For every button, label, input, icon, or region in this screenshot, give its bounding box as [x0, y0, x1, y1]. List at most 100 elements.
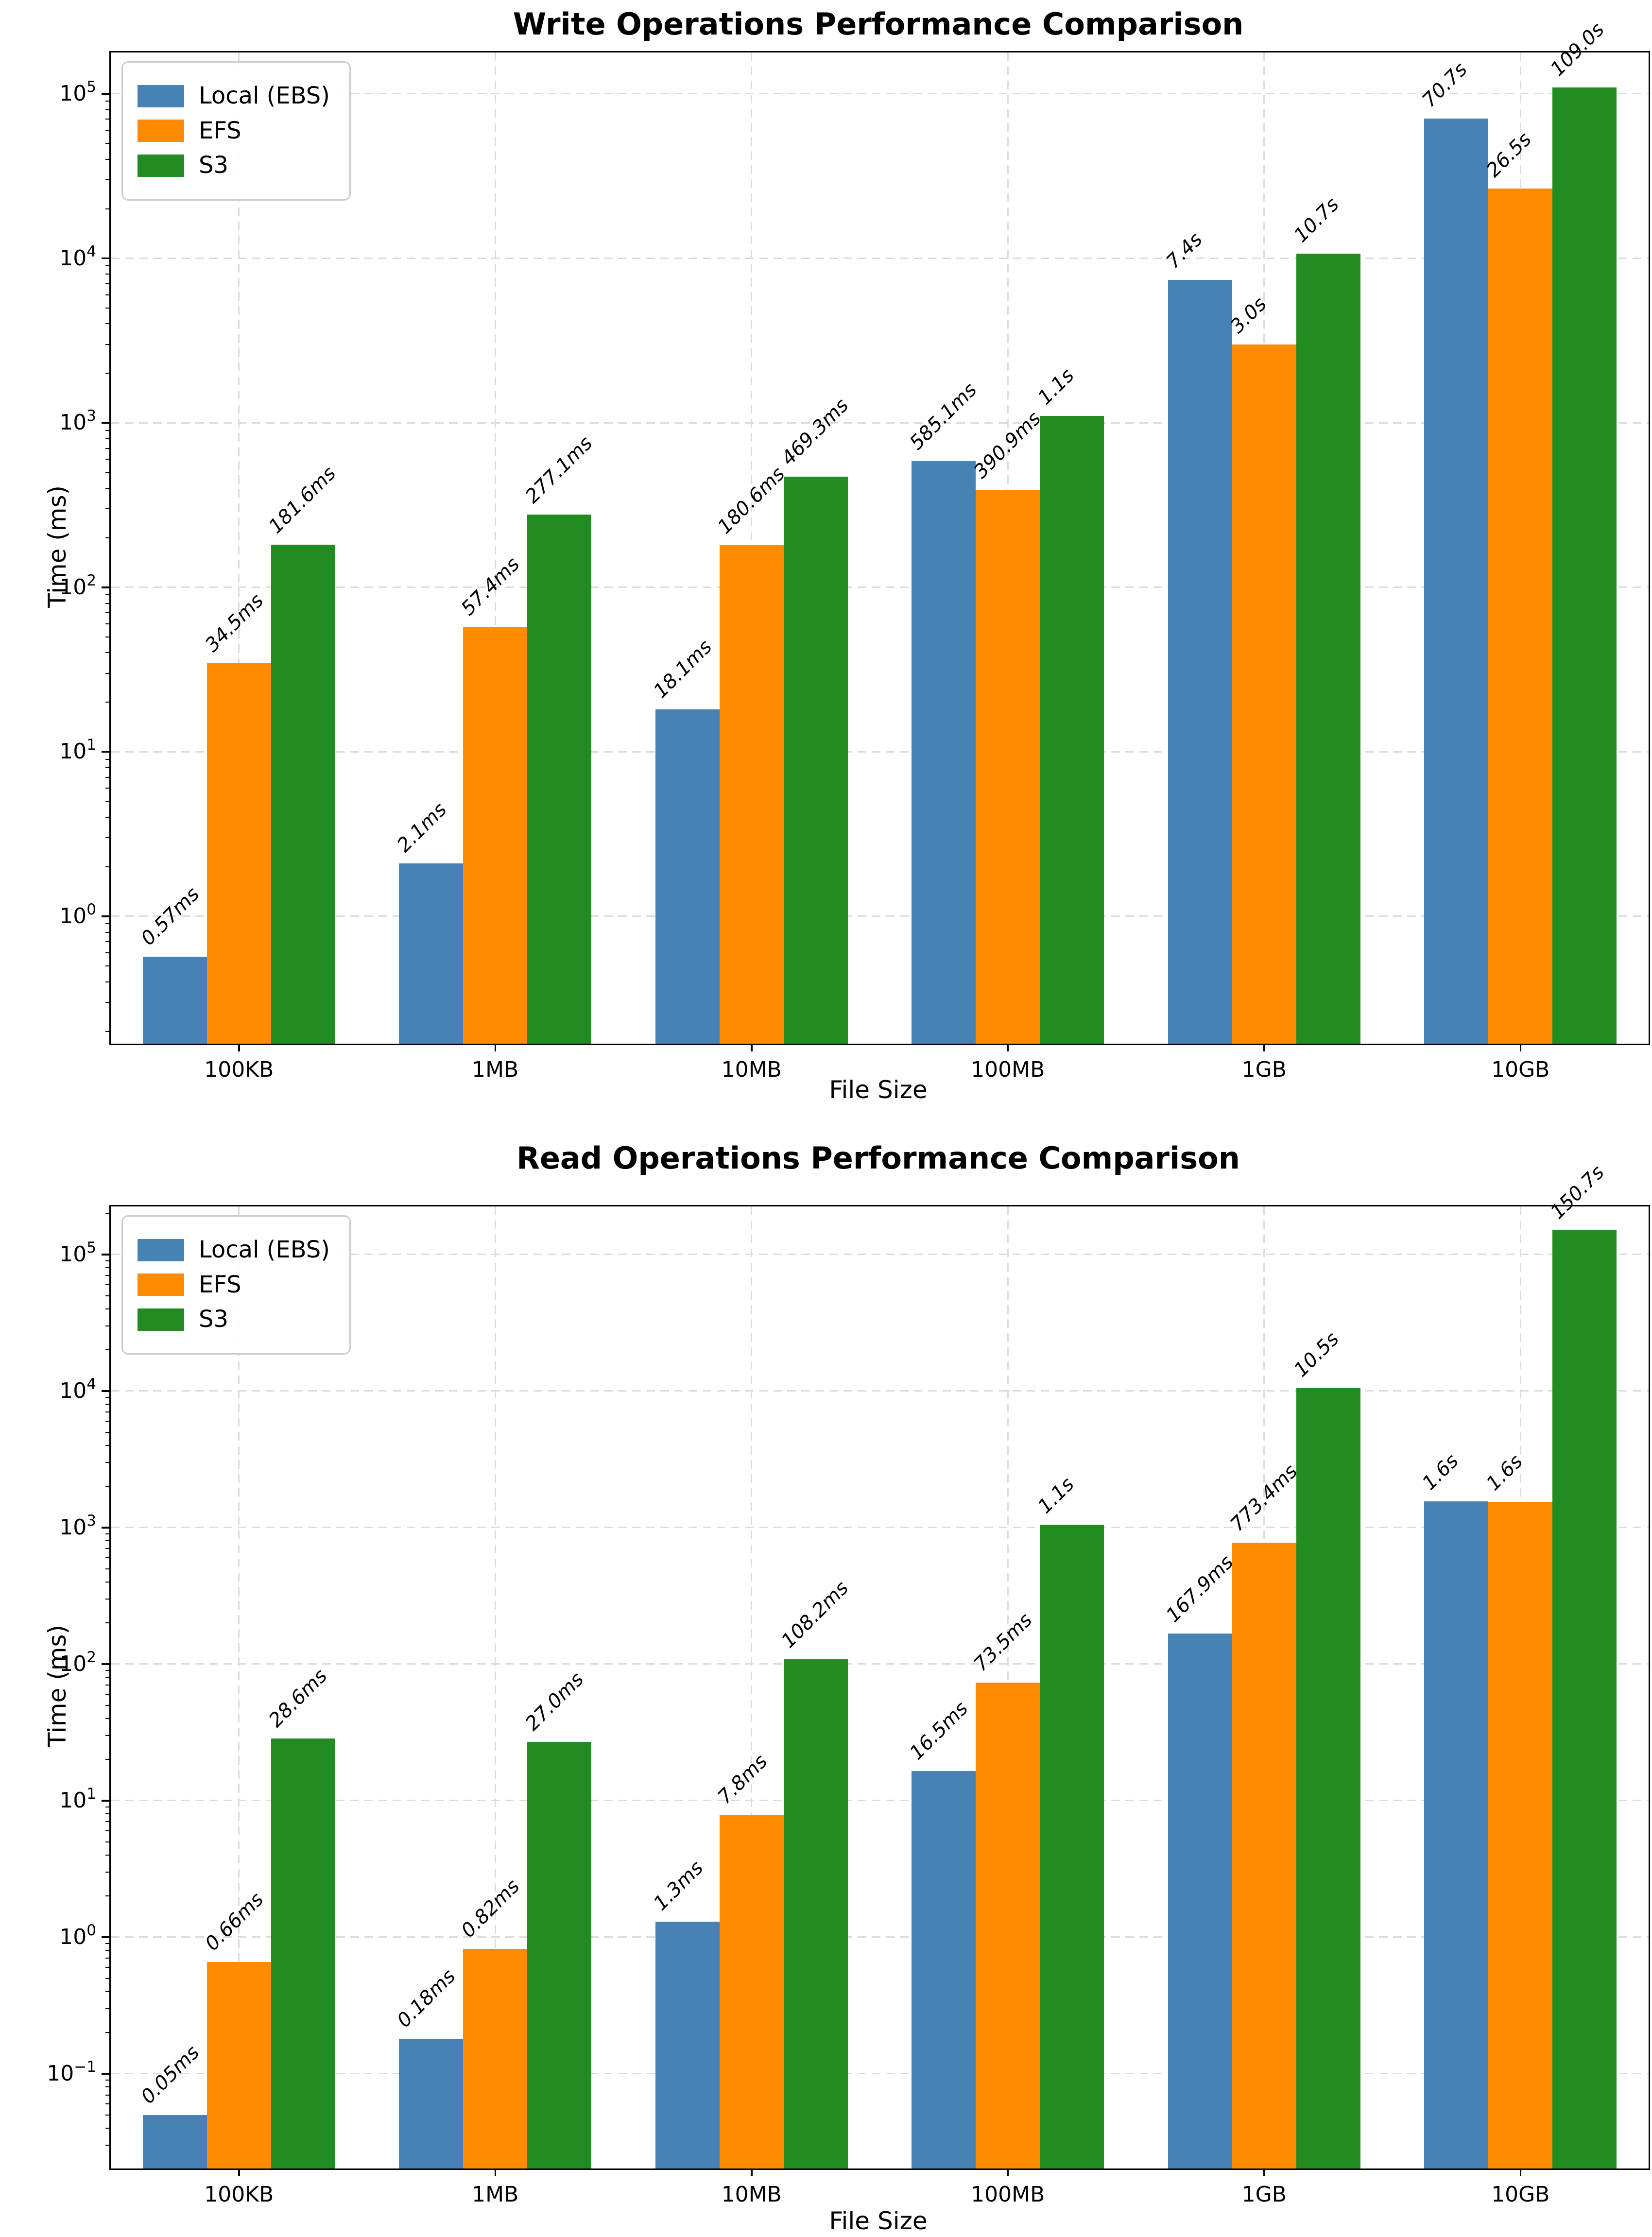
y-minor-tick [105, 801, 109, 802]
y-minor-tick [105, 1854, 109, 1856]
y-minor-tick [105, 1735, 109, 1736]
y-minor-tick [105, 472, 109, 473]
y-minor-tick [105, 1557, 109, 1559]
y-minor-tick [105, 1991, 109, 1992]
bar-value-label: 181.6ms [264, 462, 341, 538]
bar [1232, 344, 1296, 1044]
bar-value-label: 70.7s [1418, 58, 1472, 112]
y-minor-tick [105, 1841, 109, 1842]
bar [719, 545, 784, 1044]
plot-area: 100 101 102 103 104 105 100KB 1MB 10MB 100MB 1GB 10… [59, 18, 1650, 1082]
gridline [111, 751, 1649, 753]
bar-value-label: 2.1ms [393, 798, 451, 857]
bar [976, 490, 1040, 1044]
y-minor-tick [105, 1581, 109, 1583]
y-minor-tick [105, 2127, 109, 2129]
legend-item: S3 [138, 152, 330, 180]
bar-value-label: 0.18ms [393, 1965, 460, 2032]
legend-item-label: S3 [199, 152, 229, 179]
bar-value-label: 10.7s [1290, 193, 1344, 247]
y-minor-tick [105, 373, 109, 374]
y-minor-tick [105, 294, 109, 295]
y-minor-tick [105, 1830, 109, 1832]
y-tick [102, 1254, 109, 1256]
bar [1040, 416, 1104, 1044]
x-tick [1007, 1044, 1009, 1051]
bar [783, 477, 848, 1044]
bar-value-label: 7.4s [1162, 228, 1207, 273]
bar-value-label: 0.05ms [137, 2041, 204, 2108]
y-tick-label: 100 [59, 1921, 96, 1949]
y-minor-tick [105, 1396, 109, 1398]
bar [463, 627, 528, 1044]
y-minor-tick [105, 1669, 109, 1671]
y-minor-tick [105, 1295, 109, 1296]
y-tick-label: 105 [59, 78, 96, 106]
x-tick-label: 1MB [472, 2182, 519, 2207]
y-tick-label: 101 [59, 736, 96, 764]
y-minor-tick [105, 265, 109, 267]
legend-item-label: S3 [199, 1306, 229, 1333]
y-minor-tick [105, 941, 109, 943]
gridline [494, 1206, 496, 2168]
y-minor-tick [105, 1895, 109, 1897]
x-tick-label: 100KB [204, 2182, 274, 2207]
y-minor-tick [105, 602, 109, 604]
y-minor-tick [105, 101, 109, 102]
y-tick-label: 103 [59, 407, 96, 435]
y-minor-tick [105, 923, 109, 925]
y-minor-tick [105, 1677, 109, 1678]
legend-swatch-local [138, 1239, 184, 1261]
y-minor-tick [105, 1943, 109, 1944]
y-minor-tick [105, 1704, 109, 1706]
y-minor-tick [105, 179, 109, 181]
y-minor-tick [105, 952, 109, 954]
legend-swatch-efs [138, 120, 184, 142]
gridline [111, 422, 1649, 424]
bar [1040, 1524, 1104, 2168]
y-minor-tick [105, 2032, 109, 2033]
x-tick-label: 1MB [472, 1057, 519, 1082]
legend-swatch-s3 [138, 1308, 184, 1331]
x-tick [238, 2168, 240, 2176]
legend-item: Local (EBS) [138, 1236, 330, 1264]
gridline [111, 93, 1649, 95]
y-minor-tick [105, 487, 109, 489]
y-tick [102, 751, 109, 753]
bar [206, 663, 271, 1044]
y-minor-tick [105, 274, 109, 275]
y-minor-tick [105, 1445, 109, 1446]
y-minor-tick [105, 1001, 109, 1003]
y-minor-tick [105, 208, 109, 209]
bar [206, 1962, 271, 2168]
bar [912, 1771, 976, 2168]
y-minor-tick [105, 837, 109, 839]
y-minor-tick [105, 508, 109, 510]
bar [1296, 1388, 1360, 2168]
x-axis-label: File Size [829, 1076, 928, 1104]
legend: Local (EBS) EFS S3 [121, 61, 351, 201]
y-minor-tick [105, 2079, 109, 2081]
y-minor-tick [105, 758, 109, 760]
x-tick-label: 10GB [1491, 2182, 1550, 2207]
bar [1552, 87, 1617, 1044]
y-minor-tick [105, 2114, 109, 2116]
bar [912, 461, 976, 1044]
y-minor-tick [105, 1411, 109, 1413]
bar [655, 1921, 720, 2168]
gridline [111, 2073, 1649, 2075]
y-minor-tick [105, 2086, 109, 2088]
bar [1168, 1633, 1232, 2168]
x-tick-label: 100MB [971, 2182, 1045, 2207]
y-tick [102, 2073, 109, 2075]
y-minor-tick [105, 776, 109, 778]
y-minor-tick [105, 981, 109, 982]
bar [1232, 1543, 1296, 2168]
bar [655, 709, 720, 1044]
y-minor-tick [105, 1284, 109, 1286]
y-minor-tick [105, 767, 109, 769]
x-tick-label: 100MB [971, 1057, 1045, 1082]
gridline [111, 915, 1649, 917]
legend-item-label: EFS [199, 117, 241, 144]
y-minor-tick [105, 1260, 109, 1261]
